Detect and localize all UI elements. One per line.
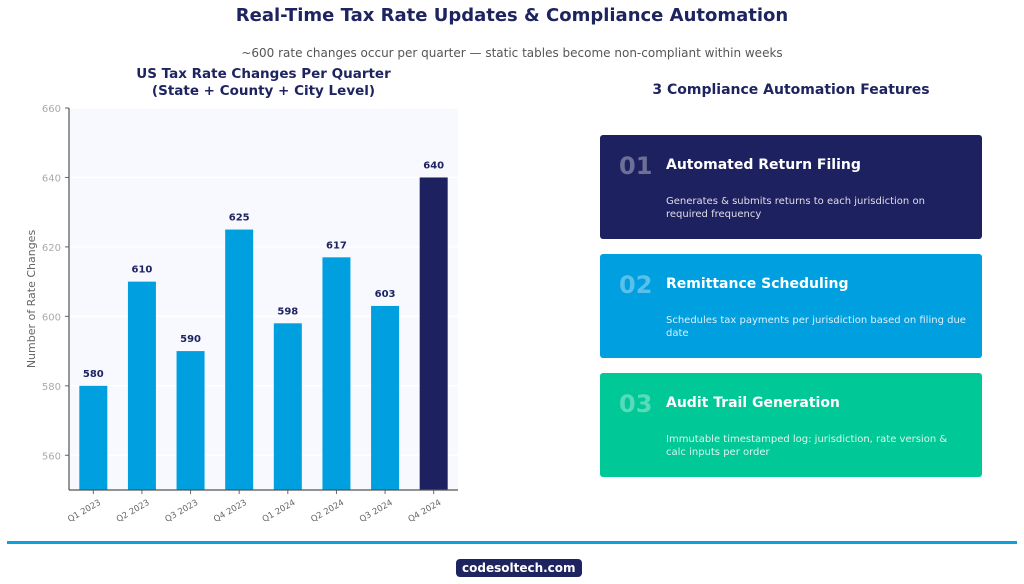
bar [176,351,205,490]
bar [322,257,351,490]
bar [273,323,302,490]
page-subtitle: ~600 rate changes occur per quarter — st… [241,46,783,60]
brand-badge[interactable]: codesoltech.com [456,559,582,577]
bar [371,305,400,490]
feature-title: Automated Return Filing [666,157,861,173]
y-tick-label: 620 [42,243,61,254]
feature-card-2: 02 Remittance Scheduling Schedules tax p… [600,254,982,358]
feature-number: 01 [619,152,653,180]
data-label: 640 [423,160,444,171]
y-tick-label: 580 [42,382,61,393]
feature-title: Audit Trail Generation [666,395,840,411]
y-tick-label: 600 [42,312,61,323]
data-label: 610 [132,265,153,276]
bar [79,385,108,490]
x-tick-label: Q2 2024 [309,498,346,525]
x-tick-label: Q4 2024 [407,498,444,525]
chart-title: US Tax Rate Changes Per Quarter (State +… [69,66,458,100]
feature-number: 03 [619,390,653,418]
feature-desc: Immutable timestamped log: jurisdiction,… [666,434,948,458]
feature-card-3: 03 Audit Trail Generation Immutable time… [600,373,982,477]
data-label: 625 [229,213,250,224]
x-tick-label: Q3 2023 [164,498,201,525]
bar [419,177,448,491]
data-label: 603 [375,289,396,300]
x-tick-label: Q2 2023 [115,498,152,525]
feature-card-1: 01 Automated Return Filing Generates & s… [600,135,982,239]
data-label: 580 [83,369,104,380]
data-label: 590 [180,334,201,345]
y-axis-label: Number of Rate Changes [25,230,38,369]
page-title: Real-Time Tax Rate Updates & Compliance … [235,5,789,26]
data-label: 617 [326,240,347,251]
feature-title: Remittance Scheduling [666,276,849,292]
bar [225,229,254,490]
plot-background [69,108,458,490]
features-title: 3 Compliance Automation Features [652,82,930,98]
y-tick-label: 560 [42,451,61,462]
data-label: 598 [277,306,298,317]
x-tick-label: Q3 2024 [358,498,395,525]
divider [7,541,1017,544]
x-tick-label: Q1 2024 [261,498,298,525]
feature-desc: Schedules tax payments per jurisdiction … [666,315,966,339]
x-tick-label: Q4 2023 [212,498,249,525]
bar [127,281,156,490]
feature-number: 02 [619,271,653,299]
x-tick-label: Q1 2023 [66,498,103,525]
y-tick-label: 660 [42,104,61,115]
feature-desc: Generates & submits returns to each juri… [666,196,925,220]
chart-title-line-2: (State + County + City Level) [151,83,376,99]
y-tick-label: 640 [42,173,61,184]
chart-title-line-1: US Tax Rate Changes Per Quarter [136,66,391,82]
